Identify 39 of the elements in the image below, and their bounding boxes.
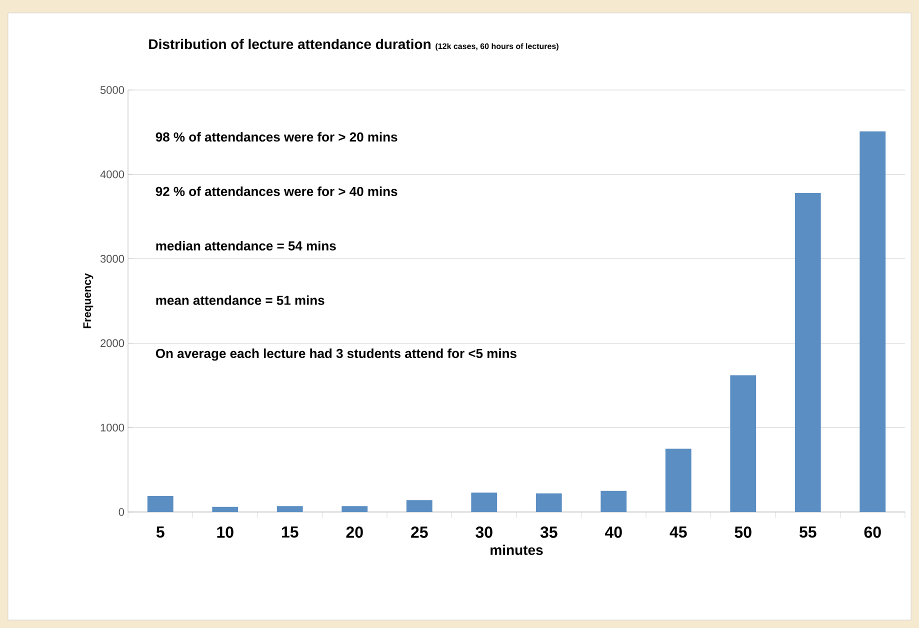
x-tick-label: 50 [734, 526, 752, 538]
x-tick-label: 40 [604, 526, 622, 538]
annotation: 92 % of attendances were for > 40 mins [156, 186, 398, 196]
y-tick-label: 2000 [100, 339, 124, 348]
bar [536, 493, 562, 512]
x-tick-label: 60 [864, 526, 881, 538]
x-tick-label: 15 [282, 526, 298, 538]
chart-title: Distribution of lecture attendance duration [149, 38, 430, 50]
x-tick-label: 55 [799, 526, 816, 538]
chart-subtitle: (12k cases, 60 hours of lectures) [436, 43, 558, 51]
y-tick-label: 1000 [100, 424, 124, 432]
y-tick-label: 3000 [100, 254, 124, 263]
y-tick-label: 5000 [100, 86, 124, 94]
x-tick-label: 20 [346, 526, 363, 538]
bar [665, 448, 692, 512]
bar [147, 496, 174, 512]
annotation: median attendance = 54 mins [156, 240, 336, 250]
bar [212, 506, 238, 512]
y-tick-label: 0 [118, 508, 124, 516]
bar [406, 500, 432, 512]
y-axis-title: Frequency [83, 273, 94, 328]
bar [730, 375, 756, 512]
bar [342, 506, 368, 512]
bar [276, 506, 303, 512]
annotation: mean attendance = 51 mins [156, 295, 324, 305]
x-axis-title: minutes [490, 544, 543, 555]
x-tick-label: 45 [670, 526, 687, 538]
annotation: On average each lecture had 3 students attend for <5 mins [156, 348, 516, 361]
bar [860, 131, 886, 512]
bar [794, 192, 821, 512]
x-tick-label: 30 [476, 526, 492, 538]
x-tick-label: 25 [411, 526, 428, 538]
x-tick-label: 35 [540, 526, 558, 538]
annotation: 98 % of attendances were for > 20 mins [156, 132, 398, 142]
x-tick-label: 5 [156, 526, 164, 538]
bar [600, 490, 627, 512]
bar [471, 492, 498, 512]
y-tick-label: 4000 [100, 170, 124, 178]
x-tick-label: 10 [217, 526, 234, 538]
